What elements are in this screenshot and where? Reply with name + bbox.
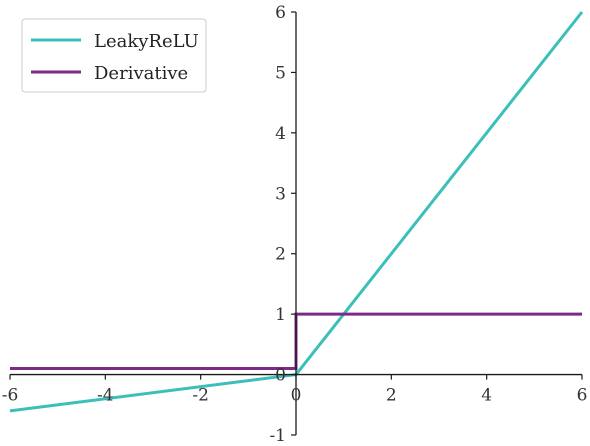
legend-box bbox=[21, 18, 207, 93]
y-tick-label: 0 bbox=[275, 366, 286, 386]
y-tick-label: 4 bbox=[275, 124, 286, 144]
x-tick-label: -6 bbox=[2, 386, 19, 406]
x-tick-label: -4 bbox=[97, 386, 114, 406]
y-tick-label: 2 bbox=[275, 245, 286, 265]
axes bbox=[9, 11, 583, 436]
legend: LeakyReLU Derivative bbox=[21, 18, 207, 93]
legend-label-leakyrelu: LeakyReLU bbox=[94, 31, 199, 52]
y-tick-label: 6 bbox=[275, 3, 286, 23]
x-tick-label: 0 bbox=[291, 386, 302, 406]
x-tick-label: -2 bbox=[192, 386, 209, 406]
x-tick-label: 2 bbox=[386, 386, 397, 406]
x-tick-label: 4 bbox=[481, 386, 492, 406]
y-tick-label: 1 bbox=[275, 305, 286, 325]
y-tick-label: -1 bbox=[269, 426, 286, 446]
y-tick-label: 3 bbox=[275, 184, 286, 204]
y-tick-label: 5 bbox=[275, 63, 286, 83]
legend-label-derivative: Derivative bbox=[94, 63, 188, 84]
x-tick-label: 6 bbox=[577, 386, 588, 406]
